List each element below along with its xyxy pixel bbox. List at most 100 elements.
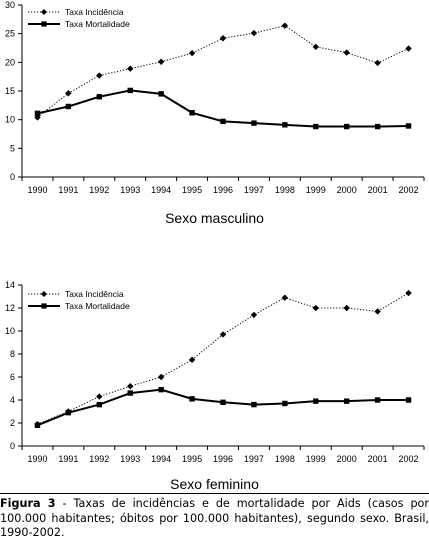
- male-series-2-point: [282, 122, 288, 128]
- male-series-2-point: [127, 87, 133, 94]
- female-x-tick-label: 1995: [182, 454, 202, 464]
- female-series-1-point: [219, 331, 227, 338]
- female-y-tick-label: 14: [5, 280, 15, 290]
- male-legend-marker-1: [41, 9, 47, 15]
- chart-female-subtitle: Sexo feminino: [170, 476, 259, 492]
- female-series-1-point: [96, 393, 103, 400]
- male-series-1-point: [343, 49, 350, 56]
- female-legend-label-2: Taxa Mortalidade: [65, 301, 130, 311]
- male-series-2-point: [96, 94, 103, 100]
- male-legend-label-2: Taxa Mortalidade: [65, 19, 130, 29]
- female-x-tick-label: 2000: [337, 454, 357, 464]
- female-series-1-point: [405, 289, 412, 297]
- male-series-2-point: [374, 123, 381, 130]
- chart-female: 0 2 4 6 8 10 12 14 1990 1991 1992 1993 1994 1995 1996 1…: [5, 280, 425, 464]
- male-series-1-point: [405, 45, 412, 52]
- female-series-2-point: [158, 386, 164, 393]
- female-legend-marker-2: [41, 303, 47, 309]
- chart-male-subtitle: Sexo masculino: [165, 210, 264, 226]
- female-series-1-point: [250, 311, 258, 319]
- figure-caption: Figura 3 - Taxas de incidências e de mor…: [0, 497, 429, 541]
- female-legend-label-1: Taxa Incidência: [65, 289, 124, 299]
- female-series-2-point: [251, 401, 257, 408]
- male-series-2-point: [251, 120, 257, 126]
- male-x-tick-label: 2001: [368, 185, 388, 195]
- male-x-tick-label: 1992: [89, 185, 109, 195]
- male-y-tick-label: 10: [5, 115, 15, 125]
- caption-text: - Taxas de incidências e de mortalidade …: [0, 497, 429, 539]
- male-series-2-point: [65, 103, 72, 110]
- male-series-1-point: [281, 22, 289, 29]
- female-series-2-point: [374, 397, 381, 403]
- male-series-1-point: [65, 90, 72, 97]
- male-series-1-point: [219, 35, 227, 42]
- female-series-2-point: [65, 409, 72, 416]
- female-x-tick-label: 1990: [27, 454, 47, 464]
- male-series-2-point: [343, 123, 350, 130]
- male-series-1-point: [312, 43, 319, 51]
- female-series-2-point: [189, 396, 195, 402]
- female-series-1-point: [343, 304, 350, 312]
- female-series-2-point: [313, 398, 319, 404]
- male-x-tick-label: 1991: [58, 185, 78, 195]
- female-series-1-point: [374, 308, 381, 315]
- male-x-tick-label: 1997: [244, 185, 264, 195]
- female-series-1-point: [312, 304, 319, 312]
- male-x-tick-label: 2000: [337, 185, 357, 195]
- male-series-1-point: [157, 58, 165, 65]
- male-x-tick-label: 1998: [275, 185, 295, 195]
- male-x-tick-label: 1994: [151, 185, 171, 195]
- male-x-tick-label: 1990: [27, 185, 47, 195]
- female-series-2-point: [220, 399, 226, 405]
- female-y-tick-label: 8: [10, 349, 15, 359]
- female-series-2-point: [34, 422, 41, 428]
- female-series-2-point: [343, 398, 350, 404]
- female-y-tick-label: 12: [5, 303, 15, 313]
- male-y-tick-label: 5: [10, 143, 15, 153]
- female-y-tick-label: 6: [10, 372, 15, 382]
- female-x-tick-label: 2001: [368, 454, 388, 464]
- male-x-tick-label: 1996: [213, 185, 233, 195]
- male-series-2-point: [34, 110, 41, 117]
- female-x-tick-label: 1998: [275, 454, 295, 464]
- female-series-1-point: [127, 383, 134, 390]
- female-series-2-point: [282, 400, 288, 407]
- male-y-tick-label: 25: [5, 29, 15, 39]
- female-x-tick-label: 1993: [120, 454, 140, 464]
- female-series-2-point: [127, 390, 133, 396]
- male-series-1-point: [250, 29, 258, 37]
- female-y-tick-label: 2: [10, 418, 15, 428]
- caption-label: Figura 3: [0, 497, 56, 510]
- female-series-1-point: [188, 356, 196, 363]
- male-legend-marker-2: [41, 21, 47, 27]
- male-series-2-point: [313, 123, 319, 130]
- male-y-tick-label: 30: [5, 0, 15, 10]
- male-x-tick-label: 1999: [306, 185, 326, 195]
- male-series-2-point: [405, 123, 412, 129]
- female-y-tick-label: 0: [10, 441, 15, 451]
- female-x-tick-label: 1992: [89, 454, 109, 464]
- chart-male: 0 5 10 15 20 25 30 1990 1991 1992 1993 1994 1995 1996…: [5, 0, 425, 195]
- female-y-tick-label: 10: [5, 326, 15, 336]
- caption-rule: [0, 493, 429, 494]
- male-series-1-point: [374, 59, 381, 67]
- male-x-tick-label: 1995: [182, 185, 202, 195]
- female-x-tick-label: 1994: [151, 454, 171, 464]
- female-x-tick-label: 2002: [399, 454, 419, 464]
- male-y-tick-label: 20: [5, 57, 15, 67]
- female-x-tick-label: 1991: [58, 454, 78, 464]
- female-y-tick-label: 4: [10, 395, 15, 405]
- female-series-1-point: [157, 373, 165, 381]
- female-x-tick-label: 1996: [213, 454, 233, 464]
- male-legend-label-1: Taxa Incidência: [65, 7, 124, 17]
- male-y-tick-label: 0: [10, 172, 15, 182]
- female-series-2-point: [96, 401, 103, 408]
- female-series-2-point: [405, 397, 412, 403]
- male-y-tick-label: 15: [5, 86, 15, 96]
- female-series-1-point: [281, 294, 289, 301]
- male-series-1-point: [96, 72, 103, 79]
- female-series-2-line: [37, 388, 409, 427]
- female-legend-marker-1: [41, 291, 47, 297]
- female-x-tick-label: 1999: [306, 454, 326, 464]
- male-series-1-point: [34, 114, 41, 121]
